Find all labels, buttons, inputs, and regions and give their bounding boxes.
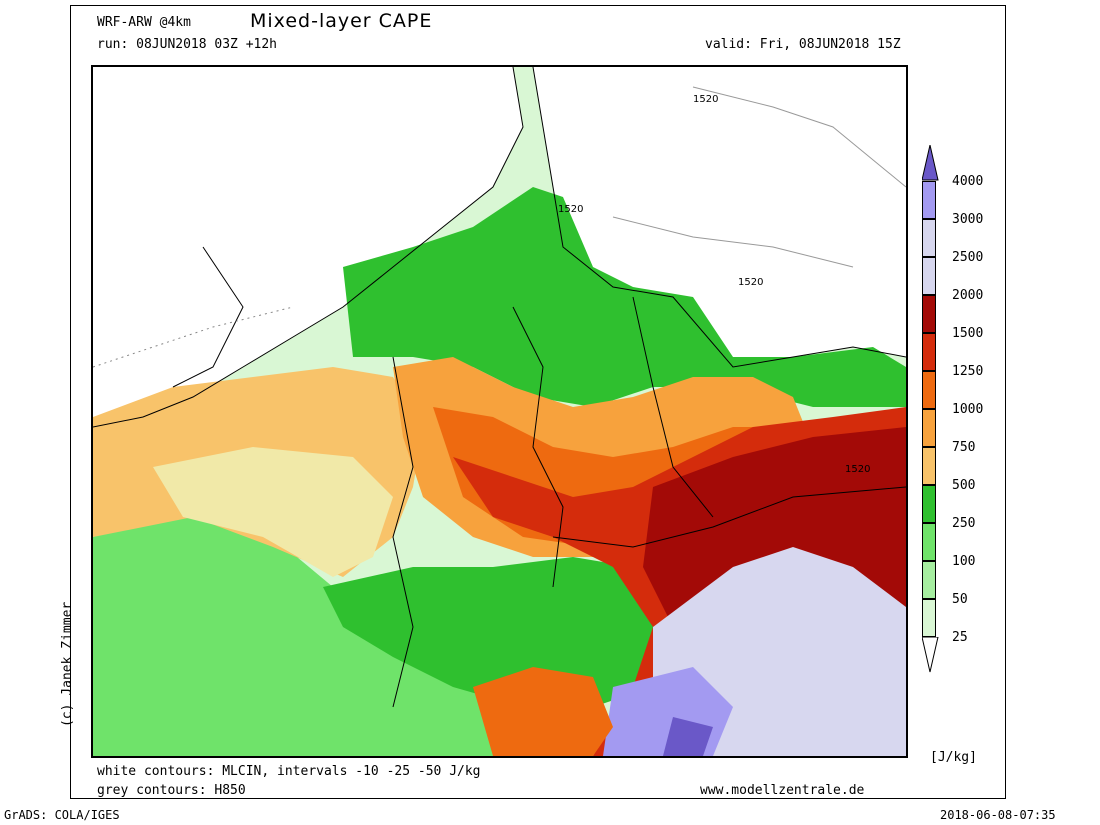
- colorbar-label: 750: [952, 440, 976, 455]
- colorbar-500-250: [922, 485, 936, 523]
- northeast-no-cape-area: [533, 67, 906, 367]
- colorbar-label: 100: [952, 554, 976, 569]
- h850-label-center: 1520: [558, 204, 583, 215]
- colorbar-top-arrow: [922, 145, 939, 181]
- northern-green-band: [343, 187, 906, 407]
- colorbar-label: 2000: [952, 288, 984, 303]
- author-credit: (c) Janek Zimmer: [60, 601, 75, 727]
- colorbar-250-100: [922, 523, 936, 561]
- italy-orange-area: [473, 667, 613, 756]
- model-label: WRF-ARW @4km: [97, 15, 191, 30]
- coastline-west: [93, 67, 524, 428]
- colorbar-750-500: [922, 447, 936, 485]
- mlcin-note: white contours: MLCIN, intervals -10 -25…: [97, 764, 481, 779]
- colorbar-4000-3000: [922, 181, 936, 219]
- colorbar-label: 3000: [952, 212, 984, 227]
- run-label: run: 08JUN2018 03Z +12h: [97, 37, 278, 52]
- colorbar-1250-1000: [922, 371, 936, 409]
- h850-label-southeast: 1520: [845, 464, 870, 475]
- unit-label: [J/kg]: [930, 750, 977, 765]
- colorbar-2000-1500: [922, 295, 936, 333]
- northwest-sea-area: [93, 67, 523, 427]
- colorbar-label: 250: [952, 516, 976, 531]
- colorbar-top-arrow-shape: [922, 145, 939, 181]
- colorbar-50-25: [922, 599, 936, 637]
- border-germany-east: [632, 296, 714, 518]
- colorbar-bottom-arrow-shape: [922, 637, 939, 673]
- colorbar-label: 50: [952, 592, 968, 607]
- h850-contour-middle: [612, 216, 854, 268]
- colorbar-3000-2500: [922, 219, 936, 257]
- colorbar-label: 25: [952, 630, 968, 645]
- h850-label-east: 1520: [738, 277, 763, 288]
- grey-contour-note: grey contours: H850: [97, 783, 246, 798]
- timestamp-label: 2018-06-08-07:35: [940, 808, 1056, 822]
- colorbar-label: 1000: [952, 402, 984, 417]
- coastline-britain: [172, 246, 244, 388]
- colorbar-label: 4000: [952, 174, 984, 189]
- coastline-baltic: [532, 67, 906, 368]
- h850-contour-north: [692, 86, 906, 188]
- latitude-line: [93, 306, 294, 368]
- valid-label: valid: Fri, 08JUN2018 15Z: [705, 37, 901, 52]
- map-title: Mixed-layer CAPE: [250, 10, 433, 32]
- h850-label-north: 1520: [693, 94, 718, 105]
- colorbar-label: 1250: [952, 364, 984, 379]
- alpine-green-area: [323, 557, 673, 707]
- colorbar-100-50: [922, 561, 936, 599]
- colorbar-label: 2500: [952, 250, 984, 265]
- cape-map-svg: 1520 1520 1520 1520: [93, 67, 906, 756]
- colorbar-2500-2000: [922, 257, 936, 295]
- border-alps: [552, 486, 906, 548]
- western-yellow-area: [153, 447, 393, 577]
- southwest-green-area: [93, 507, 573, 756]
- border-france: [392, 356, 414, 708]
- peak-cape-spot: [663, 717, 713, 756]
- colorbar-label: 1500: [952, 326, 984, 341]
- figure-frame: [70, 5, 1006, 799]
- colorbar-1000-750: [922, 409, 936, 447]
- colorbar-bottom-arrow: [922, 637, 939, 673]
- website-label: www.modellzentrale.de: [700, 783, 865, 798]
- colorbar-1500-1250: [922, 333, 936, 371]
- colorbar-label: 500: [952, 478, 976, 493]
- cape-map: 1520 1520 1520 1520: [91, 65, 908, 758]
- software-label: GrADS: COLA/IGES: [4, 808, 120, 822]
- border-germany-west: [512, 306, 564, 588]
